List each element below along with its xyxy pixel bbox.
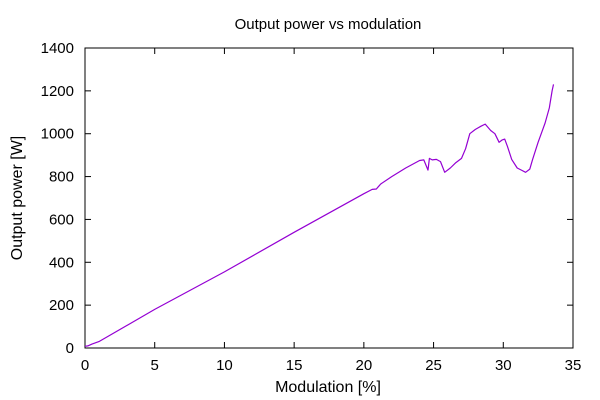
- x-tick-label: 20: [356, 357, 373, 374]
- y-tick-label: 1000: [41, 126, 74, 143]
- y-tick-label: 800: [49, 169, 74, 186]
- x-tick-label: 25: [425, 357, 442, 374]
- y-tick-label: 0: [66, 340, 74, 357]
- y-tick-label: 1400: [41, 40, 74, 57]
- y-tick-label: 400: [49, 254, 74, 271]
- y-axis-label: Output power [W]: [9, 136, 26, 261]
- y-tick-label: 200: [49, 297, 74, 314]
- x-axis-label: Modulation [%]: [275, 379, 381, 396]
- x-tick-label: 30: [495, 357, 512, 374]
- y-axis: 0 200 400 600 800 1000 1200 1400: [41, 40, 573, 357]
- x-tick-label: 35: [565, 357, 582, 374]
- y-tick-label: 1200: [41, 83, 74, 100]
- y-tick-label: 600: [49, 211, 74, 228]
- x-axis: 0 5 10 15 20 25 30 35: [81, 48, 582, 374]
- chart-title: Output power vs modulation: [235, 16, 422, 33]
- x-tick-label: 0: [81, 357, 89, 374]
- plot-area-frame: [84, 47, 574, 349]
- x-tick-label: 15: [286, 357, 303, 374]
- x-tick-label: 5: [151, 357, 159, 374]
- series-line: [84, 84, 555, 347]
- x-tick-label: 10: [216, 357, 233, 374]
- series-layer: [84, 84, 555, 347]
